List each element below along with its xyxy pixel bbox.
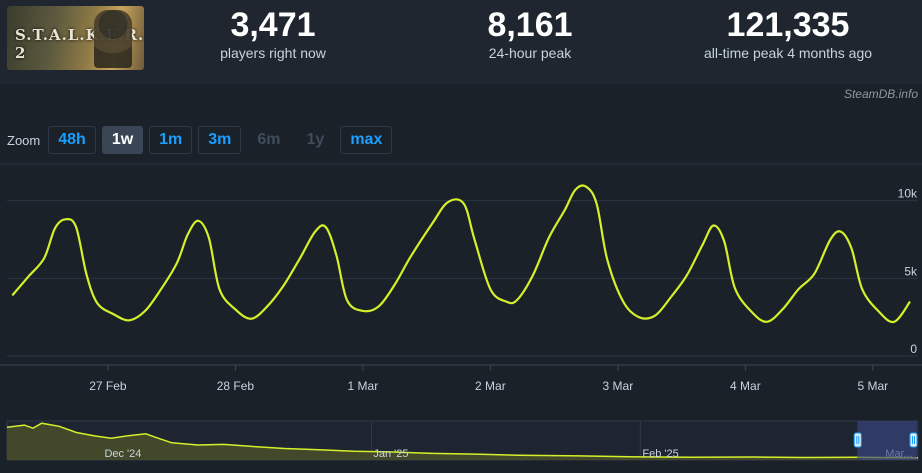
navigator-right-handle[interactable] <box>909 432 918 448</box>
zoom-1w-button[interactable]: 1w <box>101 126 144 154</box>
x-tick-label: 3 Mar <box>603 379 634 393</box>
x-tick-label: 5 Mar <box>858 379 889 393</box>
navigator-line <box>6 422 919 459</box>
zoom-label: Zoom <box>7 132 41 148</box>
y-tick-label: 5k <box>904 264 918 278</box>
navigator-label: Dec '24 <box>104 448 141 460</box>
navigator-left-handle[interactable] <box>853 432 862 448</box>
zoom-max-button[interactable]: max <box>340 126 393 154</box>
x-tick-label: 27 Feb <box>89 379 127 393</box>
zoom-48h-button[interactable]: 48h <box>48 126 96 154</box>
zoom-6m-button: 6m <box>247 126 291 154</box>
daily-peak-label: 24-hour peak <box>488 45 572 61</box>
zoom-1y-button: 1y <box>296 126 335 154</box>
stats-header: S.T.A.L.K.E.R. 2 3,471 players right now… <box>0 0 922 84</box>
game-cover-image[interactable]: S.T.A.L.K.E.R. 2 <box>7 6 144 70</box>
zoom-controls: Zoom 48h 1w 1m 3m 6m 1y max <box>7 126 398 154</box>
navigator-area <box>7 423 918 460</box>
x-tick-label: 2 Mar <box>475 379 506 393</box>
all-time-peak-value: 121,335 <box>726 6 850 44</box>
daily-peak-stat: 8,161 24-hour peak <box>430 7 630 61</box>
navigator-selection[interactable] <box>857 421 917 460</box>
x-tick-label: 28 Feb <box>217 379 255 393</box>
chart-credit[interactable]: SteamDB.info <box>843 87 918 101</box>
current-players-label: players right now <box>220 45 326 61</box>
navigator-label: Feb '25 <box>642 448 678 460</box>
plot-area <box>0 164 922 366</box>
zoom-3m-button[interactable]: 3m <box>198 126 242 154</box>
y-tick-label: 10k <box>898 187 918 201</box>
all-time-peak-label: all-time peak 4 months ago <box>703 45 873 61</box>
x-tick-label: 1 Mar <box>348 379 379 393</box>
y-tick-label: 0 <box>910 342 917 356</box>
all-time-peak-stat: 121,335 all-time peak 4 months ago <box>680 7 896 61</box>
x-tick-label: 4 Mar <box>730 379 761 393</box>
zoom-1m-button[interactable]: 1m <box>149 126 193 154</box>
current-players-value: 3,471 <box>230 6 316 44</box>
current-players-stat: 3,471 players right now <box>173 7 373 61</box>
stalker-figure-art <box>94 10 132 68</box>
daily-peak-value: 8,161 <box>487 6 573 44</box>
players-series-line <box>11 184 911 324</box>
navigator-label: Jan '25 <box>373 448 408 460</box>
